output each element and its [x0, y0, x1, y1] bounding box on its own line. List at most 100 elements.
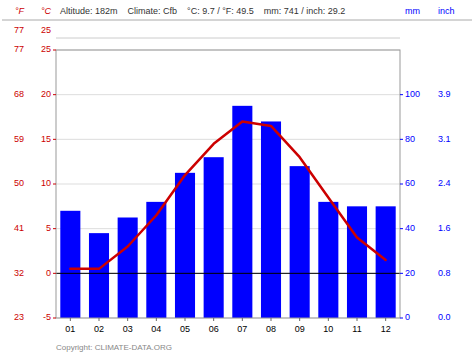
header: °F °C Altitude: 182m Climate: Cfb °C: 9.7 / … — [2, 6, 472, 352]
grid-line — [56, 139, 400, 140]
tick-label: 11 — [352, 324, 361, 334]
header-info: °C: 9.7 / °F: 49.5 — [187, 6, 254, 16]
tick-label: 68 — [14, 89, 24, 99]
tick-label: 3.1 — [438, 134, 451, 144]
tick-label: 40 — [405, 223, 415, 233]
grid — [56, 50, 400, 318]
bar — [376, 206, 396, 318]
tick — [400, 318, 403, 319]
bar — [261, 121, 281, 318]
header-info: mm: 741 / inch: 29.2 — [264, 6, 346, 16]
tick — [53, 184, 56, 185]
tick-label: 02 — [94, 324, 104, 334]
axes: -50510152025233241505968770204060801000.… — [14, 44, 451, 334]
bar — [89, 233, 109, 318]
bar — [175, 173, 195, 318]
copyright: Copyright: CLIMATE-DATA.ORG — [56, 343, 172, 352]
tick-label: 23 — [14, 312, 24, 322]
tick — [53, 318, 56, 319]
axis-unit: inch — [438, 6, 455, 16]
bar — [290, 166, 310, 318]
axis-unit: °F — [15, 6, 25, 16]
tick-label: 15 — [41, 134, 51, 144]
tick-label: 20 — [41, 89, 51, 99]
tick-label: 03 — [123, 324, 133, 334]
tick-label: 3.9 — [438, 89, 451, 99]
tick-label: 1.6 — [438, 223, 451, 233]
bar — [60, 211, 80, 318]
grid-line — [56, 273, 400, 274]
tick-label: 20 — [405, 268, 415, 278]
bar — [232, 106, 252, 318]
tick — [127, 318, 128, 321]
tick-label: 50 — [14, 178, 24, 188]
tick-label: 77 — [14, 44, 24, 54]
bar — [146, 202, 166, 318]
tick-label: 09 — [295, 324, 305, 334]
tick — [53, 50, 56, 51]
tick-label: 59 — [14, 134, 24, 144]
tick-label: 32 — [14, 268, 24, 278]
tick-label: 0 — [405, 312, 410, 322]
chart: -50510152025233241505968770204060801000.… — [0, 0, 474, 355]
grid-line — [56, 184, 400, 185]
tick-label: 07 — [237, 324, 247, 334]
tick-label: 80 — [405, 134, 415, 144]
tick-label: 25 — [41, 44, 51, 54]
tick — [156, 318, 157, 321]
tick — [70, 318, 71, 321]
separator — [2, 20, 472, 21]
tick — [385, 318, 386, 321]
grid-line — [56, 94, 400, 95]
tick-label: 08 — [266, 324, 276, 334]
tick — [299, 318, 300, 321]
tick-label: 0.8 — [438, 268, 451, 278]
header-info: Climate: Cfb — [128, 6, 178, 16]
separator — [56, 38, 400, 39]
tick — [357, 318, 358, 321]
tick-label: 41 — [14, 223, 24, 233]
tick — [400, 184, 403, 185]
tick-label: 06 — [209, 324, 219, 334]
tick-label: 05 — [180, 324, 190, 334]
tick — [400, 139, 403, 140]
plot-frame — [56, 50, 400, 318]
tick — [242, 318, 243, 321]
tick-label: -5 — [43, 312, 51, 322]
tick — [53, 273, 56, 274]
tick — [271, 318, 272, 321]
tick — [53, 94, 56, 95]
tick-label: 12 — [381, 324, 391, 334]
header-tick: 77 — [14, 25, 24, 35]
plot-area — [56, 106, 400, 318]
tick-label: 10 — [41, 178, 51, 188]
zero-line — [56, 273, 400, 274]
tick — [400, 273, 403, 274]
tick-label: 2.4 — [438, 178, 451, 188]
bar — [118, 218, 138, 319]
tick-label: 60 — [405, 178, 415, 188]
tick — [400, 94, 403, 95]
tick-label: 100 — [405, 89, 420, 99]
bar — [347, 206, 367, 318]
line — [70, 121, 385, 268]
tick — [213, 318, 214, 321]
axis-unit: mm — [405, 6, 420, 16]
tick-label: 0.0 — [438, 312, 451, 322]
tick — [53, 228, 56, 229]
tick — [185, 318, 186, 321]
tick — [99, 318, 100, 321]
tick — [328, 318, 329, 321]
header-info: Altitude: 182m — [60, 6, 118, 16]
tick-label: 04 — [151, 324, 161, 334]
tick — [400, 228, 403, 229]
tick-label: 5 — [46, 223, 51, 233]
tick-label: 0 — [46, 268, 51, 278]
axis-unit: °C — [41, 6, 52, 16]
header-tick: 25 — [41, 25, 51, 35]
tick-label: 10 — [323, 324, 333, 334]
tick — [53, 139, 56, 140]
tick-label: 01 — [65, 324, 75, 334]
bar — [318, 202, 338, 318]
bar — [204, 157, 224, 318]
